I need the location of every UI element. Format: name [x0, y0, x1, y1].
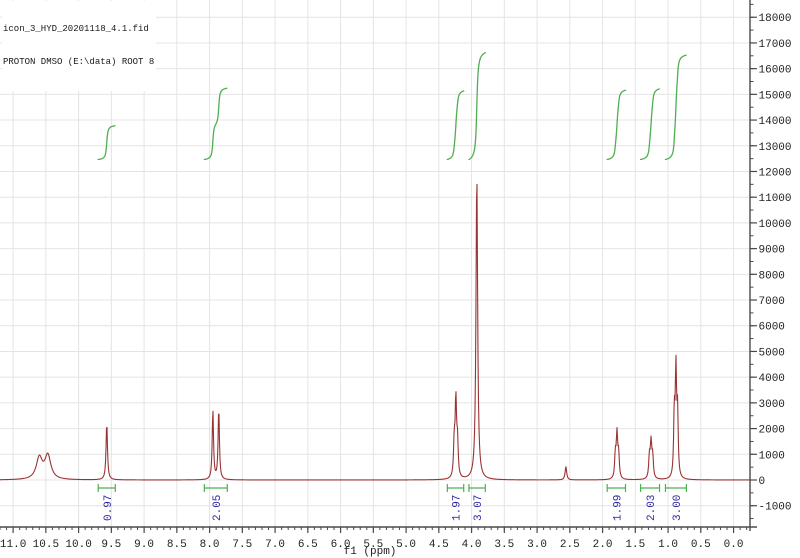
integral-value-label: 2.05 — [212, 495, 224, 521]
x-tick-label: 7.5 — [232, 539, 252, 551]
integral-curve — [468, 52, 486, 161]
x-tick-label: 5.0 — [396, 539, 416, 551]
y-tick-label: 15000 — [759, 90, 792, 102]
x-axis-title: f1 (ppm) — [343, 546, 397, 558]
x-tick-label: 6.0 — [331, 539, 351, 551]
x-tick-label: 10.0 — [65, 539, 91, 551]
x-tick-label: 4.5 — [429, 539, 449, 551]
experiment-info-text: PROTON DMSO (E:\data) ROOT 8 — [3, 57, 155, 67]
y-tick-label: 6000 — [759, 322, 785, 334]
integral-value-label: 0.97 — [103, 495, 115, 521]
integral-value-label: 2.03 — [646, 495, 658, 521]
y-tick-label: 12000 — [759, 167, 792, 179]
x-tick-label: 3.0 — [527, 539, 547, 551]
integral-curve — [203, 87, 228, 161]
x-tick-label: 9.0 — [134, 539, 154, 551]
y-tick-label: 5000 — [759, 347, 785, 359]
x-tick-label: 10.5 — [33, 539, 59, 551]
x-tick-label: 8.0 — [200, 539, 220, 551]
x-tick-label: 0.5 — [691, 539, 711, 551]
y-tick-label: 4000 — [759, 373, 785, 385]
y-tick-label: 0 — [759, 476, 766, 488]
y-tick-label: 9000 — [759, 245, 785, 257]
integral-curve — [664, 54, 687, 161]
spectrum-title-block: icon_3_HYD_20201118_4.1.fid PROTON DMSO … — [2, 1, 157, 91]
x-tick-label: 6.5 — [298, 539, 318, 551]
x-tick-label: 1.5 — [625, 539, 645, 551]
y-tick-label: 16000 — [759, 65, 792, 77]
x-tick-label: 1.0 — [658, 539, 678, 551]
x-tick-label: 3.5 — [494, 539, 514, 551]
y-tick-label: 14000 — [759, 116, 792, 128]
integral-value-label: 3.07 — [473, 495, 485, 521]
integral-curve — [446, 90, 465, 161]
x-tick-label: 2.0 — [593, 539, 613, 551]
y-tick-label: 11000 — [759, 193, 792, 205]
integral-value-label: 1.99 — [612, 495, 624, 521]
y-tick-label: 13000 — [759, 142, 792, 154]
x-tick-label: 2.5 — [560, 539, 580, 551]
x-tick-label: 8.5 — [167, 539, 187, 551]
y-tick-label: 2000 — [759, 425, 785, 437]
x-tick-label: 11.0 — [0, 539, 26, 551]
x-tick-label: 7.0 — [265, 539, 285, 551]
integral-curve — [97, 125, 116, 161]
y-tick-label: 7000 — [759, 296, 785, 308]
integral-value-label: 3.00 — [672, 495, 684, 521]
y-tick-label: 17000 — [759, 39, 792, 51]
y-tick-label: 3000 — [759, 399, 785, 411]
integral-curve — [639, 88, 660, 161]
y-tick-label: -1000 — [759, 502, 792, 514]
y-tick-label: 10000 — [759, 219, 792, 231]
y-tick-label: 18000 — [759, 13, 792, 25]
y-tick-label: 1000 — [759, 450, 785, 462]
y-tick-label: 8000 — [759, 270, 785, 282]
x-tick-label: 4.0 — [462, 539, 482, 551]
integral-value-label: 1.97 — [452, 495, 464, 521]
x-tick-label: 0.0 — [724, 539, 744, 551]
x-tick-label: 9.5 — [101, 539, 121, 551]
integral-curve — [606, 89, 627, 161]
x-tick-label: 5.5 — [363, 539, 383, 551]
spectrum-trace — [0, 183, 751, 481]
filename-text: icon_3_HYD_20201118_4.1.fid — [3, 24, 149, 34]
